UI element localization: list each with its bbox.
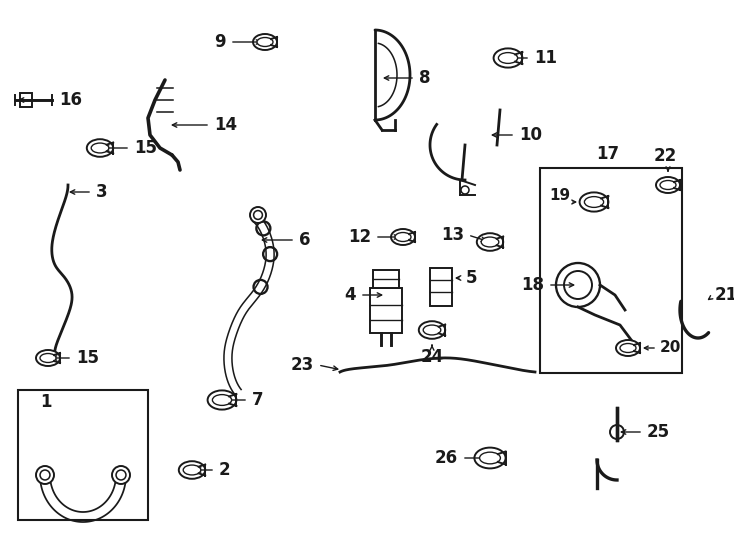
Text: 6: 6: [299, 231, 310, 249]
Circle shape: [556, 263, 600, 307]
Circle shape: [253, 280, 268, 294]
Text: 4: 4: [344, 286, 356, 304]
Text: 1: 1: [40, 393, 51, 411]
Ellipse shape: [424, 325, 441, 335]
Ellipse shape: [395, 233, 411, 241]
Ellipse shape: [212, 395, 232, 406]
Text: 18: 18: [521, 276, 544, 294]
Text: 17: 17: [597, 145, 619, 163]
Text: 26: 26: [435, 449, 458, 467]
Text: 8: 8: [419, 69, 431, 87]
Ellipse shape: [482, 237, 499, 247]
Ellipse shape: [479, 452, 501, 464]
Text: 2: 2: [219, 461, 230, 479]
Text: 15: 15: [134, 139, 157, 157]
Circle shape: [564, 271, 592, 299]
Ellipse shape: [87, 139, 113, 157]
Text: 22: 22: [653, 147, 677, 165]
Ellipse shape: [474, 448, 506, 468]
Circle shape: [256, 221, 270, 235]
Text: 25: 25: [647, 423, 670, 441]
Text: 9: 9: [214, 33, 226, 51]
Ellipse shape: [660, 180, 676, 190]
Bar: [540, 168, 682, 373]
Circle shape: [40, 470, 50, 480]
Ellipse shape: [208, 390, 236, 410]
Ellipse shape: [419, 321, 446, 339]
Circle shape: [116, 470, 126, 480]
Text: 19: 19: [549, 188, 570, 204]
Text: 7: 7: [252, 391, 264, 409]
Ellipse shape: [620, 343, 636, 353]
Ellipse shape: [493, 49, 523, 68]
Ellipse shape: [498, 52, 517, 63]
Ellipse shape: [391, 229, 415, 245]
Ellipse shape: [179, 461, 206, 479]
Ellipse shape: [584, 197, 603, 207]
Text: 23: 23: [291, 356, 314, 374]
Text: 13: 13: [441, 226, 464, 244]
Circle shape: [263, 247, 277, 261]
Ellipse shape: [36, 350, 60, 366]
Circle shape: [461, 186, 469, 194]
Text: 21: 21: [715, 286, 734, 304]
Text: 12: 12: [348, 228, 371, 246]
Text: 11: 11: [534, 49, 557, 67]
Bar: [370, 288, 402, 333]
Ellipse shape: [253, 34, 277, 50]
Bar: [20, 93, 32, 107]
Ellipse shape: [257, 37, 273, 46]
Circle shape: [254, 211, 262, 219]
Circle shape: [112, 466, 130, 484]
Circle shape: [250, 207, 266, 223]
Ellipse shape: [40, 354, 56, 362]
Circle shape: [36, 466, 54, 484]
Ellipse shape: [580, 192, 608, 212]
Text: 15: 15: [76, 349, 99, 367]
Text: 16: 16: [59, 91, 82, 109]
Text: 3: 3: [96, 183, 108, 201]
Bar: [430, 268, 452, 306]
Bar: [373, 270, 399, 288]
Ellipse shape: [91, 143, 109, 153]
Text: 14: 14: [214, 116, 237, 134]
Ellipse shape: [616, 340, 640, 356]
Text: 10: 10: [519, 126, 542, 144]
Text: 20: 20: [660, 341, 681, 355]
Circle shape: [610, 425, 624, 439]
Text: 5: 5: [466, 269, 478, 287]
Ellipse shape: [477, 233, 504, 251]
Bar: [18, 390, 148, 520]
Ellipse shape: [656, 177, 680, 193]
Text: 24: 24: [421, 348, 443, 366]
Ellipse shape: [184, 465, 201, 475]
